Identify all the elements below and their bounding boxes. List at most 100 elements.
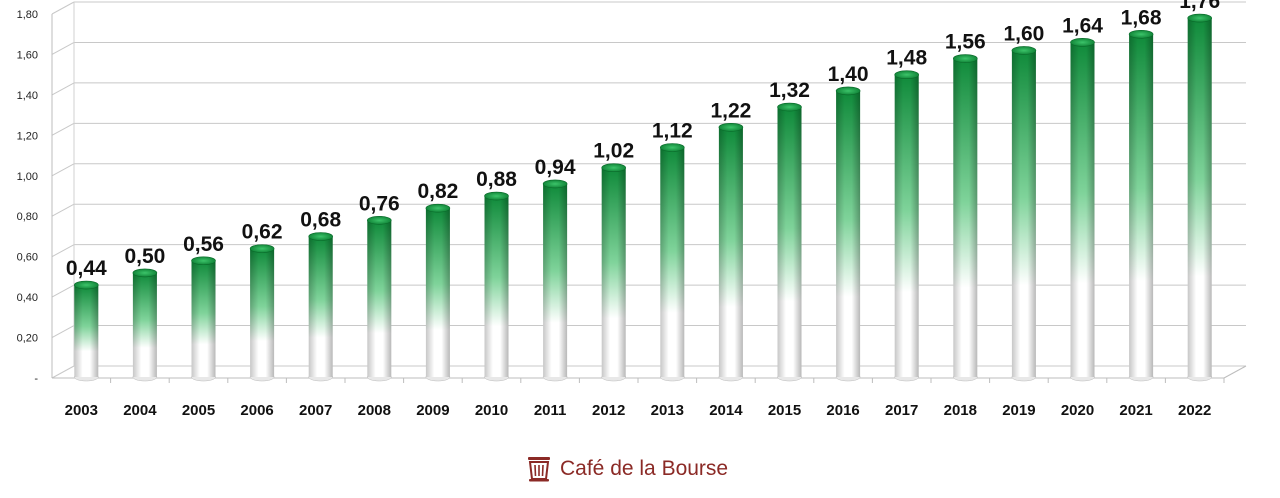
bar-2018: [952, 54, 978, 382]
bar-shading: [191, 260, 216, 377]
x-tick-label: 2018: [944, 402, 977, 419]
y-tick-label: 1,00: [17, 171, 38, 183]
bar-shading: [425, 208, 450, 377]
bar-shading: [894, 74, 919, 377]
y-tick-label: 1,20: [17, 130, 38, 142]
bar-shading: [718, 127, 743, 378]
bar-2015: [777, 102, 802, 382]
data-label: 0,62: [242, 221, 283, 244]
data-label: 1,68: [1121, 6, 1162, 29]
bar-cap: [74, 280, 99, 290]
x-tick-label: 2004: [123, 402, 157, 419]
bar-2003: [74, 280, 99, 382]
bar-shading: [132, 272, 157, 377]
data-label: 0,82: [417, 180, 458, 203]
x-tick-label: 2005: [182, 402, 215, 419]
y-tick-label: 0,80: [17, 211, 38, 223]
gridline-diagonal: [51, 325, 75, 338]
data-label: 1,64: [1062, 14, 1103, 37]
bar-2016: [835, 86, 861, 382]
x-tick-label: 2021: [1119, 402, 1152, 419]
bar-cap: [894, 70, 920, 80]
data-label: 0,76: [359, 192, 400, 215]
data-label: 1,32: [769, 79, 810, 102]
x-tick-label: 2011: [534, 402, 567, 419]
y-tick-label: 1,80: [17, 9, 38, 21]
bar-cap: [542, 179, 568, 189]
data-label: 1,12: [652, 120, 693, 143]
bar-shading: [543, 183, 568, 377]
bar-2008: [366, 216, 392, 382]
bar-shading: [1129, 34, 1154, 378]
gridline-diagonal: [51, 122, 75, 136]
bar-cap: [777, 102, 802, 112]
bar-shading: [367, 220, 392, 377]
data-label: 1,56: [945, 31, 986, 54]
bar-cap: [425, 203, 451, 213]
x-tick-label: 2020: [1061, 402, 1094, 419]
bar-shading: [1070, 42, 1095, 377]
gridline-diagonal: [51, 244, 75, 258]
bar-shading: [660, 147, 685, 377]
bar-2011: [542, 179, 568, 382]
bar-2010: [484, 191, 509, 382]
bar-cap: [308, 232, 334, 241]
bar-shading: [308, 236, 333, 377]
x-tick-label: 2016: [826, 402, 859, 419]
bar-shading: [484, 196, 509, 377]
bar-cap: [1011, 46, 1037, 55]
x-tick-label: 2014: [709, 402, 743, 419]
bar-cap: [366, 216, 392, 225]
y-tick-label: 0,40: [17, 292, 38, 304]
data-label: 1,22: [710, 99, 751, 122]
data-label: 1,76: [1179, 0, 1220, 13]
bar-shading: [836, 90, 861, 377]
bar-cap: [1187, 13, 1212, 23]
x-tick-label: 2017: [885, 402, 918, 419]
bar-2014: [718, 122, 744, 382]
bar-2021: [1128, 29, 1154, 382]
bar-2017: [894, 70, 920, 382]
gridline-diagonal: [51, 163, 75, 177]
bar-shading: [74, 285, 99, 377]
bar-2013: [659, 143, 685, 382]
bar-shading: [777, 107, 802, 378]
x-tick-label: 2022: [1178, 402, 1211, 419]
brand-logo: Café de la Bourse: [524, 455, 728, 483]
x-tick-label: 2009: [416, 402, 449, 419]
data-label: 0,88: [476, 168, 517, 191]
bar-shading: [1187, 18, 1212, 377]
bar-shading: [601, 167, 626, 377]
x-tick-label: 2007: [299, 402, 332, 419]
floor-edge: [1223, 365, 1247, 379]
bar-cap: [952, 54, 978, 63]
x-tick-label: 2012: [592, 402, 625, 419]
x-tick-label: 2003: [65, 402, 98, 419]
bar-cap: [249, 244, 275, 253]
data-label: 1,40: [828, 63, 869, 86]
y-tick-label: 0,60: [17, 252, 38, 264]
bar-2019: [1011, 46, 1037, 382]
y-tick-label: 1,40: [17, 90, 38, 102]
bar-2006: [249, 244, 275, 382]
bar-shading: [953, 58, 978, 378]
gridline-diagonal: [51, 365, 75, 379]
labels: - 0,20 0,40 0,60 0,80 1,00 1,20 1,40 1,60 1,80 0,4…: [17, 0, 1221, 419]
bar-2020: [1070, 38, 1095, 382]
y-tick-label: -: [34, 373, 38, 385]
gridline-diagonal: [51, 1, 75, 15]
data-label: 0,68: [300, 208, 341, 231]
data-label: 0,50: [124, 245, 165, 268]
dividend-bar-chart: - 0,20 0,40 0,60 0,80 1,00 1,20 1,40 1,60 1,80 0,4…: [17, 0, 1247, 419]
data-label: 0,44: [66, 257, 107, 280]
bar-shading: [250, 248, 275, 377]
bar-cap: [132, 268, 158, 278]
bars: [74, 13, 1212, 382]
data-label: 1,48: [886, 47, 927, 70]
bar-shading: [1011, 50, 1036, 377]
bar-cap: [484, 191, 509, 201]
data-label: 0,56: [183, 233, 224, 256]
bar-2005: [191, 256, 216, 382]
gridline-diagonal: [51, 284, 75, 298]
data-label: 0,94: [535, 156, 576, 179]
